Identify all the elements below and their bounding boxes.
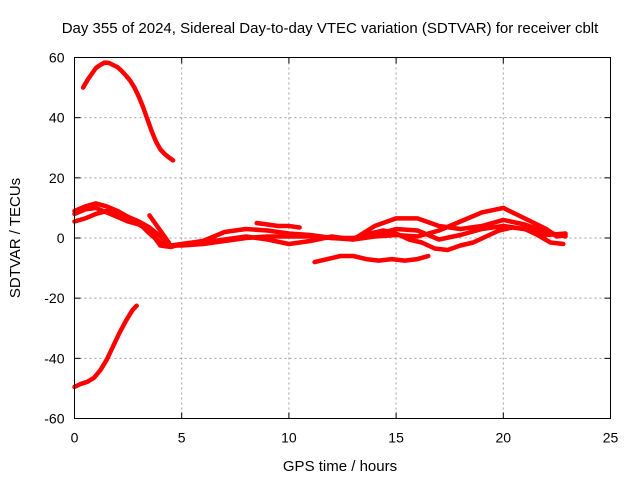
series-arc-high [80,60,176,163]
y-axis-label: SDTVAR / TECUs [7,178,24,298]
y-tick-label: 0 [57,230,65,246]
y-tick-label: 60 [49,50,65,66]
x-axis-label: GPS time / hours [283,458,397,475]
y-tick-labels: 60 40 20 0 -20 -40 -60 [44,50,64,427]
series-track-7 [355,225,566,253]
y-tick-label: -20 [44,290,64,306]
series-track-4 [147,213,172,245]
y-tick-label: -60 [44,411,64,427]
x-tick-label: 5 [178,430,186,446]
y-tick-label: -40 [44,350,64,366]
chart-title: Day 355 of 2024, Sidereal Day-to-day VTE… [62,20,599,37]
x-tick-labels: 0 5 10 15 20 25 [71,430,619,446]
series-track-3 [72,205,568,250]
x-tick-label: 25 [603,430,619,446]
axis-ticks [74,57,611,419]
y-tick-label: 40 [49,110,65,126]
series-track-6 [312,253,431,265]
series-track-5 [254,220,302,230]
y-tick-label: 20 [49,170,65,186]
series-track-2 [72,208,568,248]
x-tick-label: 20 [496,430,512,446]
data-series [72,60,568,390]
series-arc-low [72,303,139,390]
x-tick-label: 15 [388,430,404,446]
x-tick-label: 10 [281,430,297,446]
gridlines [74,57,611,419]
x-tick-label: 0 [71,430,79,446]
